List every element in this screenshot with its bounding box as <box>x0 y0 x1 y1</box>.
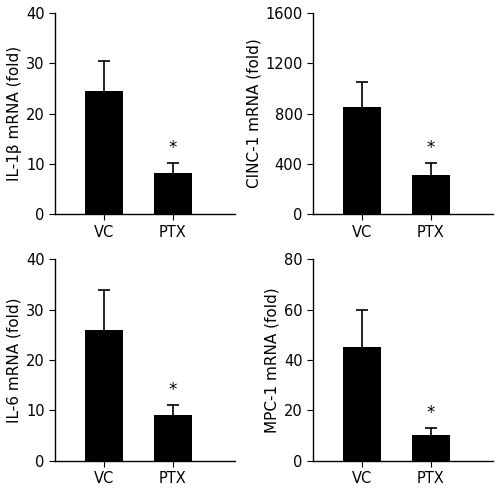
Bar <box>342 107 380 214</box>
Text: *: * <box>426 404 435 422</box>
Bar <box>154 416 192 460</box>
Bar <box>342 348 380 460</box>
Bar <box>154 173 192 214</box>
Y-axis label: IL-1β mRNA (fold): IL-1β mRNA (fold) <box>7 46 22 181</box>
Text: *: * <box>168 381 177 399</box>
Y-axis label: CINC-1 mRNA (fold): CINC-1 mRNA (fold) <box>246 38 261 188</box>
Bar <box>84 330 122 460</box>
Bar <box>412 435 450 460</box>
Y-axis label: IL-6 mRNA (fold): IL-6 mRNA (fold) <box>7 297 22 423</box>
Text: *: * <box>426 139 435 157</box>
Text: *: * <box>168 139 177 157</box>
Y-axis label: MPC-1 mRNA (fold): MPC-1 mRNA (fold) <box>265 287 280 433</box>
Bar <box>412 175 450 214</box>
Bar <box>84 91 122 214</box>
